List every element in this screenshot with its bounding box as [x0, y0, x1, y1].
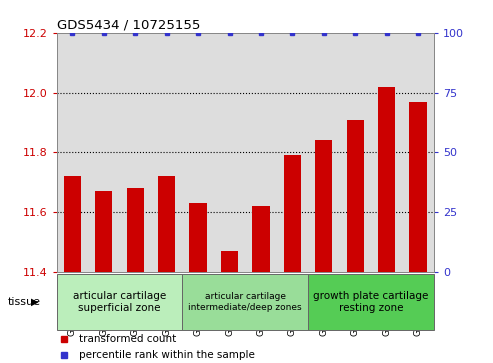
Bar — [221, 251, 238, 272]
Bar — [88, 33, 119, 272]
Bar — [252, 207, 270, 272]
Text: GDS5434 / 10725155: GDS5434 / 10725155 — [57, 19, 200, 32]
Bar — [371, 33, 402, 272]
Bar — [378, 86, 395, 272]
Bar — [189, 203, 207, 272]
Bar — [57, 274, 182, 330]
Bar — [151, 33, 182, 272]
Bar — [340, 33, 371, 272]
Bar — [95, 191, 112, 272]
Text: ▶: ▶ — [31, 297, 38, 307]
Bar — [127, 188, 144, 272]
Bar — [119, 33, 151, 272]
Bar — [57, 33, 88, 272]
Bar — [315, 140, 332, 272]
Bar — [402, 33, 434, 272]
Bar — [182, 274, 308, 330]
Bar — [308, 274, 434, 330]
Bar — [158, 176, 176, 272]
Text: tissue: tissue — [7, 297, 40, 307]
Text: growth plate cartilage
resting zone: growth plate cartilage resting zone — [313, 291, 429, 313]
Bar — [245, 33, 277, 272]
Text: transformed count: transformed count — [79, 334, 176, 344]
Bar — [308, 33, 340, 272]
Bar — [182, 33, 214, 272]
Text: articular cartilage
superficial zone: articular cartilage superficial zone — [73, 291, 166, 313]
Bar — [214, 33, 246, 272]
Bar — [410, 102, 427, 272]
Bar — [284, 155, 301, 272]
Bar — [277, 33, 308, 272]
Text: percentile rank within the sample: percentile rank within the sample — [79, 350, 255, 360]
Bar — [64, 176, 81, 272]
Bar — [347, 119, 364, 272]
Text: articular cartilage
intermediate/deep zones: articular cartilage intermediate/deep zo… — [188, 292, 302, 312]
